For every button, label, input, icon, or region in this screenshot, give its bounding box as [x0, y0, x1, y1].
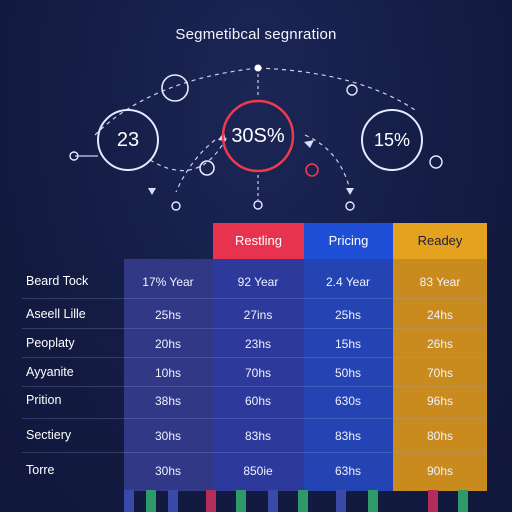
arc-left-mid [149, 134, 229, 172]
table-cell: 25hs [154, 308, 182, 322]
footer-bar [268, 490, 278, 512]
footer-bar [206, 490, 216, 512]
arc-left-top [94, 67, 259, 136]
circle-left-label: 23 [116, 129, 140, 151]
small-circle-top-left [161, 74, 189, 102]
row-divider [22, 452, 487, 453]
table-cell: 630s [334, 394, 362, 408]
row-label: Peoplaty [26, 336, 75, 350]
column-header-pricing[interactable]: Pricing [304, 223, 393, 259]
table-cell: 25hs [334, 308, 362, 322]
circle-center [221, 99, 295, 173]
arrow-right [304, 140, 314, 148]
table-cell: 90hs [426, 464, 454, 478]
footer-bar [368, 490, 378, 512]
column-bg-3 [304, 259, 393, 491]
row-divider [22, 418, 487, 419]
table-cell: 26hs [426, 337, 454, 351]
table-cell: 80hs [426, 429, 454, 443]
circle-right-label: 15% [373, 130, 411, 150]
node-bottom-left [171, 201, 181, 211]
row-label: Aseell Lille [26, 307, 86, 321]
circle-center-label: 30S% [231, 125, 285, 147]
header-cell: 2.4 Year [325, 275, 371, 289]
footer-bar [458, 490, 468, 512]
table-cell: 70hs [244, 366, 272, 380]
row-divider [22, 357, 487, 358]
node-right [429, 155, 443, 169]
footer-bar [298, 490, 308, 512]
column-bg-1 [124, 259, 213, 491]
table-cell: 24hs [426, 308, 454, 322]
node-bottom-center [253, 200, 263, 210]
table-cell: 20hs [154, 337, 182, 351]
table-cell: 70hs [426, 366, 454, 380]
footer-bar [236, 490, 246, 512]
table-cell: 850ie [243, 464, 273, 478]
table-cell: 30hs [154, 429, 182, 443]
node-top [254, 64, 262, 72]
diagram-title: Segmetibcal segnration [175, 26, 337, 43]
circle-left [97, 109, 159, 171]
footer-bar [428, 490, 438, 512]
column-header-readey[interactable]: Readey [393, 223, 487, 259]
row-label: Sectiery [26, 428, 72, 442]
arc-right-top [257, 67, 419, 113]
header-cell: 17% Year [142, 275, 194, 289]
table-cell: 15hs [334, 337, 362, 351]
row-divider [22, 298, 487, 299]
footer-bar [124, 490, 134, 512]
small-circle-mid [199, 160, 215, 176]
row-label: Ayyanite [26, 365, 74, 379]
header-cell: 92 Year [237, 275, 279, 289]
table-cell: 30hs [154, 464, 182, 478]
small-circle-right [346, 84, 358, 96]
small-circle-red [305, 163, 319, 177]
arc-right-mid [304, 134, 351, 191]
column-header-restling[interactable]: Restling [213, 223, 304, 259]
table-cell: 50hs [334, 366, 362, 380]
table-cell: 10hs [154, 366, 182, 380]
table-corner-label: Beard Tock [26, 274, 89, 288]
table-cell: 63hs [334, 464, 362, 478]
table-cell: 83hs [244, 429, 272, 443]
footer-bar [168, 490, 178, 512]
arrow-down-left [148, 188, 156, 195]
row-divider [22, 328, 487, 329]
table-cell: 23hs [244, 337, 272, 351]
node-left [69, 151, 79, 161]
column-bg-4 [393, 259, 487, 491]
table-cell: 96hs [426, 394, 454, 408]
header-cell: 83 Year [419, 275, 461, 289]
footer-bar [336, 490, 346, 512]
circle-right [361, 109, 423, 171]
row-label: Prition [26, 393, 62, 407]
table-cell: 60hs [244, 394, 272, 408]
table-cell: 27ins [243, 308, 273, 322]
arrow-down-right [346, 188, 354, 195]
row-divider [22, 386, 487, 387]
row-label: Torre [26, 463, 55, 477]
footer-bar [146, 490, 156, 512]
arc-center-left [175, 139, 216, 193]
node-bottom-right [345, 201, 355, 211]
column-bg-2 [213, 259, 304, 491]
table-cell: 83hs [334, 429, 362, 443]
table-cell: 38hs [154, 394, 182, 408]
